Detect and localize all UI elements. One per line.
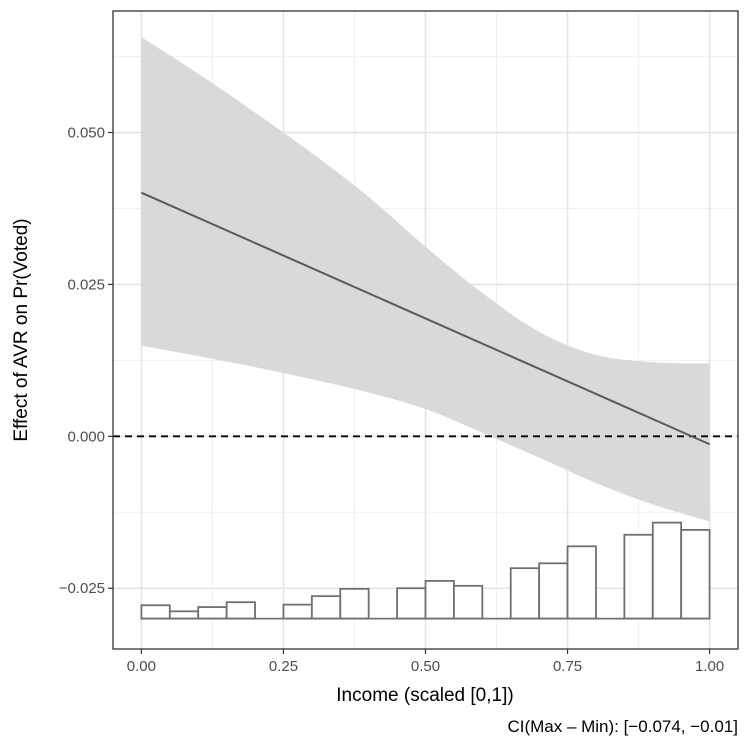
histogram-bar bbox=[197, 606, 228, 620]
y-axis-title: Effect of AVR on Pr(Voted) bbox=[11, 218, 32, 441]
histogram-bar bbox=[225, 601, 256, 620]
y-tick-label: −0.025 bbox=[59, 580, 105, 597]
effect-line-group bbox=[141, 191, 710, 446]
axes: 0.00 0.25 0.50 0.75 1.00 −0.025 0.000 0.025 0.05… bbox=[59, 125, 724, 675]
histogram-bar bbox=[680, 529, 711, 620]
histogram-bar bbox=[168, 610, 200, 620]
x-tick-label: 0.25 bbox=[269, 658, 298, 675]
histogram-bar bbox=[424, 580, 455, 620]
x-tick-label: 1.00 bbox=[695, 658, 724, 675]
x-tick-label: 0.75 bbox=[553, 658, 582, 675]
effect-line bbox=[141, 191, 710, 446]
y-tick-label: 0.025 bbox=[67, 276, 105, 293]
histogram-bar bbox=[566, 545, 597, 620]
histogram-bar bbox=[339, 587, 370, 620]
histogram-bar bbox=[509, 567, 541, 620]
confidence-band-area bbox=[141, 37, 710, 522]
x-tick-label: 0.50 bbox=[411, 658, 440, 675]
y-tick-label: 0.050 bbox=[67, 125, 105, 142]
histogram-bar bbox=[140, 604, 171, 620]
histogram bbox=[140, 521, 711, 620]
y-tick-label: 0.000 bbox=[67, 428, 105, 445]
x-axis-title: Income (scaled [0,1]) bbox=[336, 685, 513, 706]
histogram-bar bbox=[396, 587, 427, 620]
histogram-bar bbox=[538, 562, 569, 620]
x-tick-label: 0.00 bbox=[127, 658, 156, 675]
chart-caption: CI(Max – Min): [−0.074, −0.01] bbox=[507, 717, 738, 736]
histogram-bar bbox=[310, 595, 342, 620]
histogram-bar bbox=[453, 584, 484, 620]
histogram-bar bbox=[623, 533, 654, 620]
histogram-bar bbox=[282, 603, 313, 620]
histogram-bar bbox=[651, 521, 683, 620]
confidence-band bbox=[141, 37, 710, 522]
